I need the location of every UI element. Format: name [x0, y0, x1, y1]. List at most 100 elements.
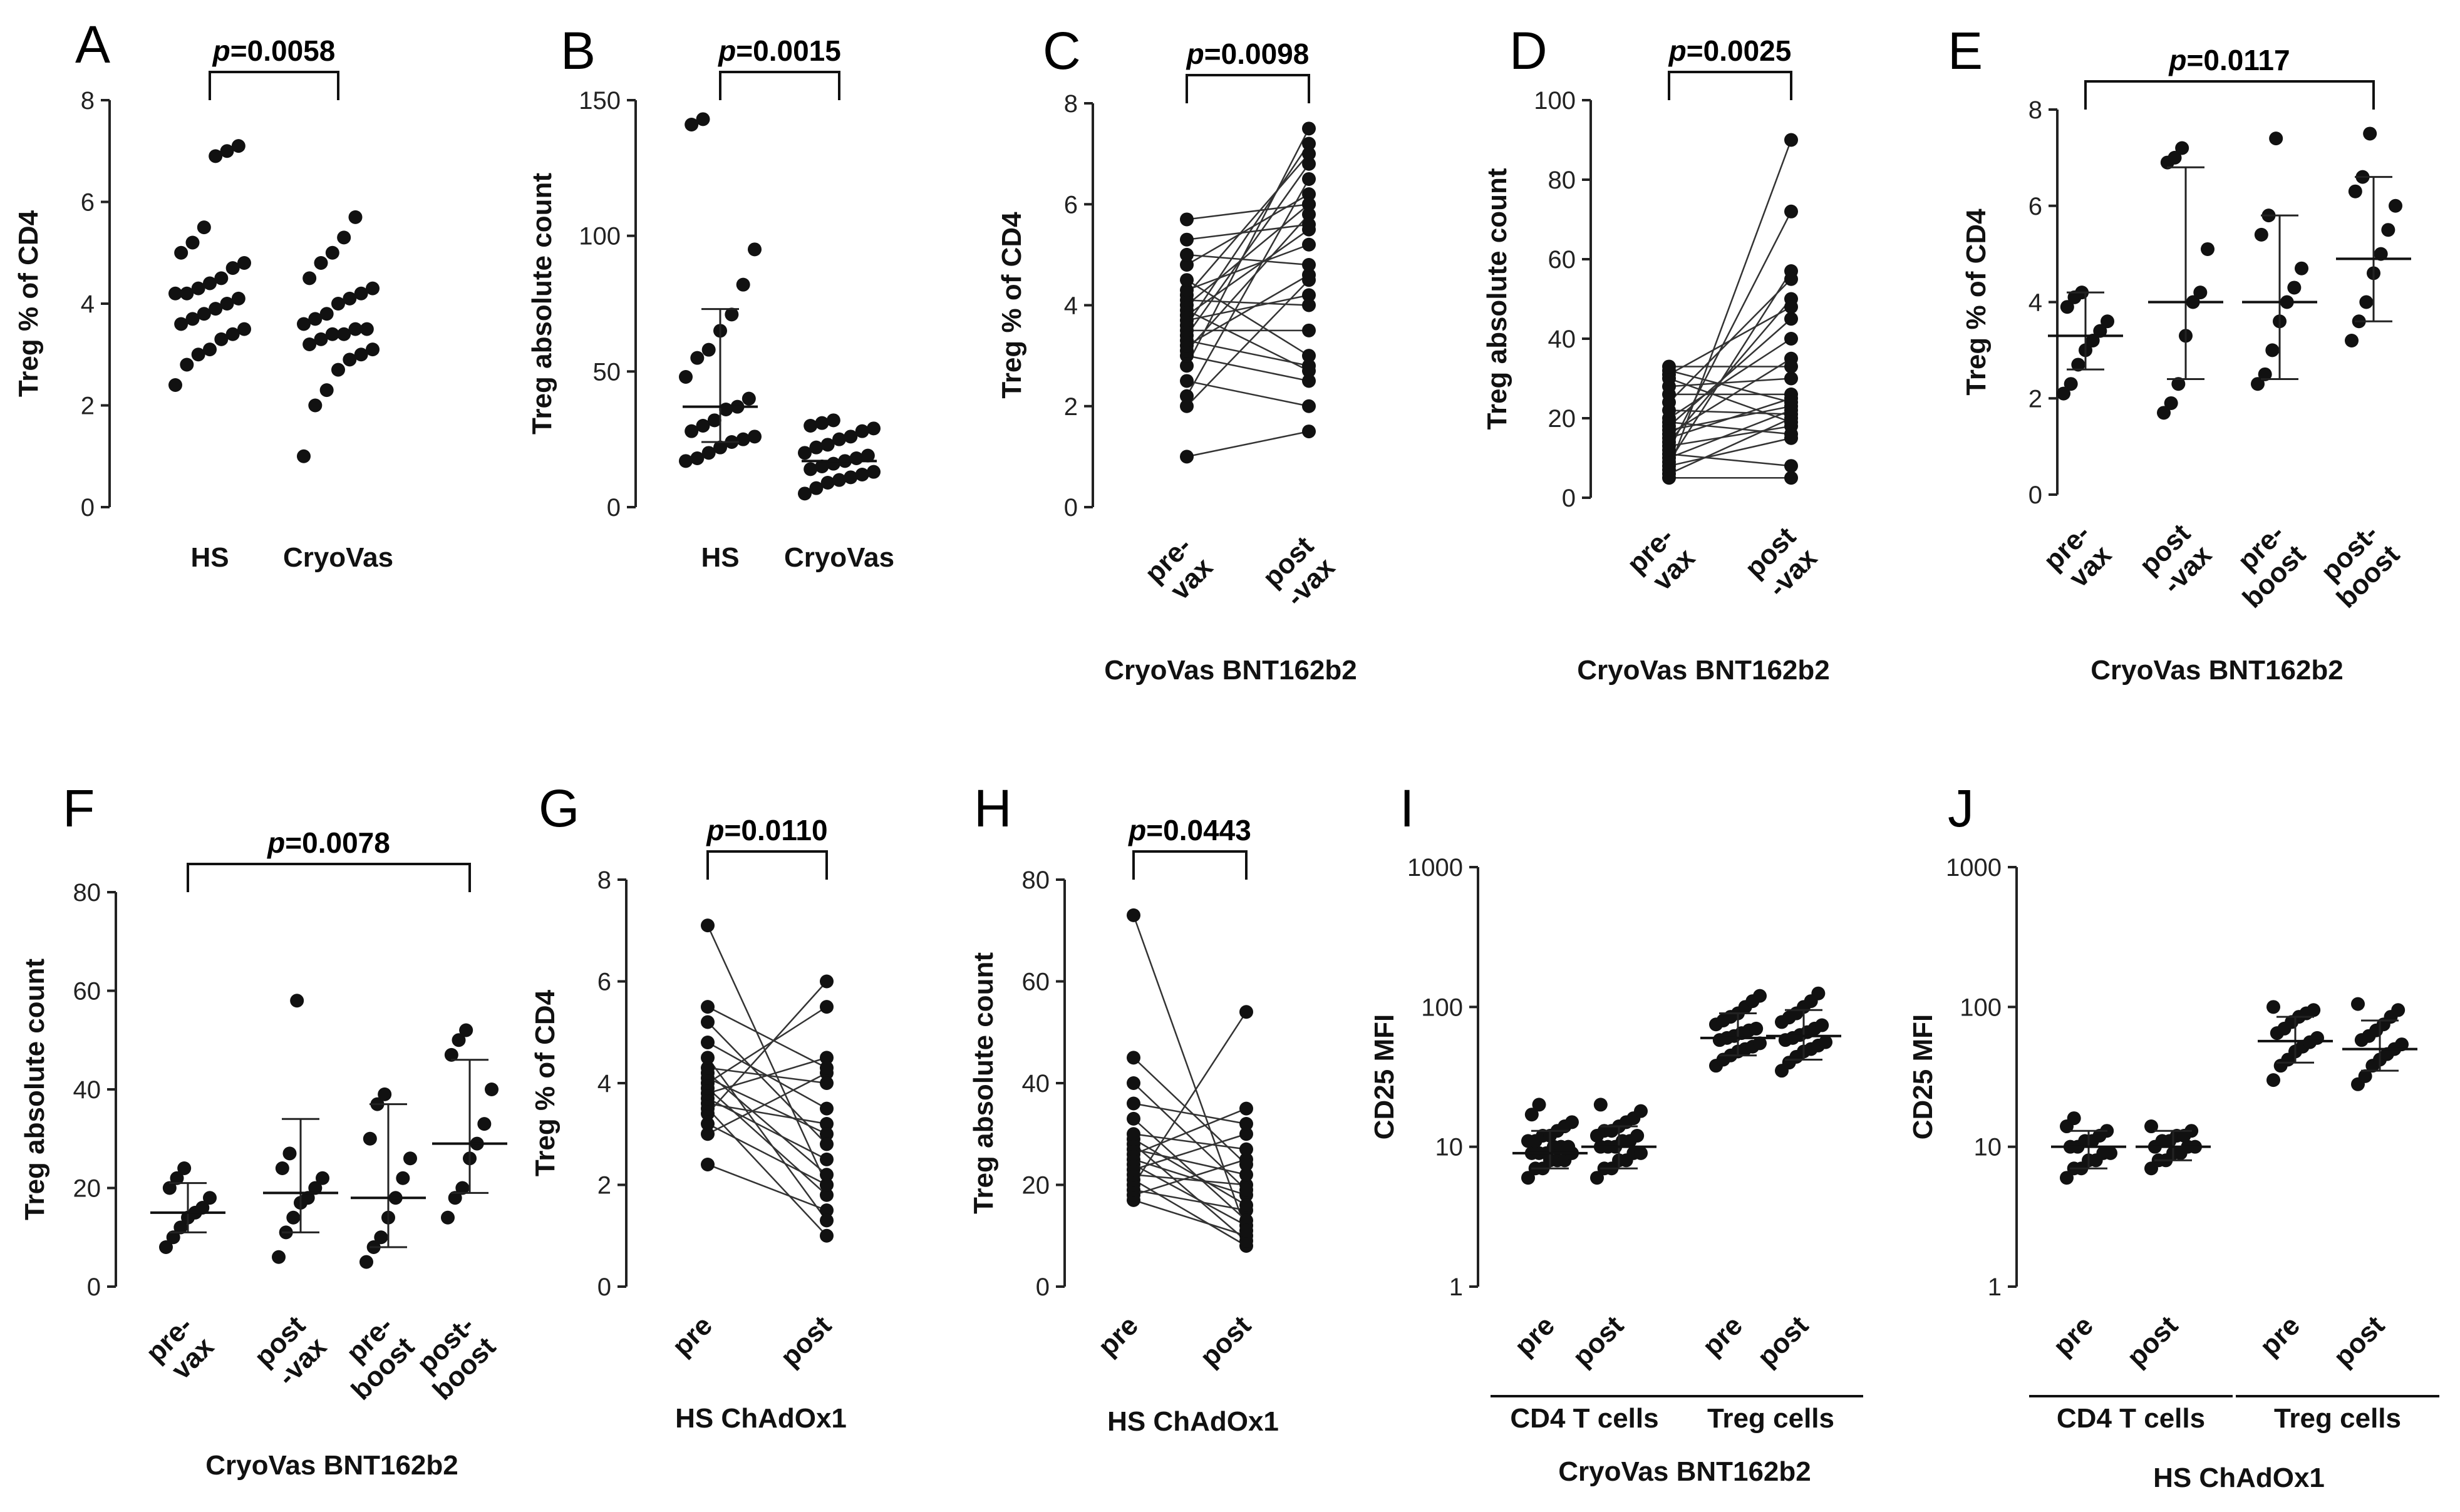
- data-point: [820, 1213, 834, 1228]
- data-point: [485, 1083, 499, 1096]
- data-point: [1239, 1127, 1253, 1141]
- y-tick-label: 10: [1435, 1134, 1464, 1161]
- paired-line: [1186, 224, 1310, 240]
- data-point: [820, 1127, 834, 1141]
- data-point: [197, 307, 211, 321]
- data-point: [1180, 258, 1194, 272]
- data-point: [209, 302, 223, 316]
- data-point: [1180, 374, 1194, 388]
- data-point: [820, 1178, 834, 1192]
- paired-line: [707, 1163, 827, 1211]
- data-point: [1127, 1076, 1140, 1090]
- data-point: [302, 271, 317, 285]
- y-tick-label: 0: [1036, 1273, 1050, 1301]
- data-point: [1180, 212, 1194, 227]
- paired-line: [1133, 1179, 1247, 1247]
- data-point: [2067, 1111, 2081, 1126]
- panel-caption: CryoVas BNT162b2: [1104, 655, 1357, 686]
- p-value-number: =0.0058: [230, 34, 336, 67]
- paired-line: [1668, 437, 1792, 467]
- data-point: [820, 1051, 834, 1065]
- data-point: [2201, 242, 2215, 256]
- data-point: [314, 256, 328, 270]
- x-category-label: post: [2328, 1310, 2391, 1373]
- data-point: [168, 286, 182, 301]
- data-point: [195, 1201, 210, 1215]
- data-point: [1753, 1036, 1767, 1051]
- data-point: [815, 416, 829, 430]
- x-category-label: pre-vax: [1621, 521, 1702, 601]
- y-tick-label: 0: [1064, 494, 1078, 522]
- paired-line: [1186, 294, 1310, 321]
- y-tick-label: 2: [2028, 385, 2042, 413]
- y-tick-label: 100: [1960, 994, 2002, 1021]
- y-axis-title: Treg % of CD4: [1961, 208, 1992, 396]
- data-point: [685, 424, 699, 438]
- data-point: [448, 1191, 462, 1205]
- data-point: [331, 297, 345, 311]
- significance-bracket: [706, 850, 828, 880]
- x-category-label-line: post: [2328, 1310, 2391, 1373]
- y-axis-title: Treg absolute count: [968, 952, 999, 1214]
- data-point: [403, 1151, 417, 1166]
- panel-g: G 0 2 4 6 8 Treg % of CD4 pre post p=0.0110 HS ChA…: [530, 779, 847, 1434]
- panel-f: F 0 20 40 60 80 Treg absolute count pre-vax post…: [19, 779, 507, 1481]
- y-tick-label: 4: [81, 291, 95, 318]
- x-category-label: HS: [190, 542, 229, 573]
- data-point: [166, 1230, 180, 1245]
- data-point: [359, 1255, 373, 1269]
- paired-line: [1186, 163, 1310, 336]
- y-axis-title: CD25 MFI: [1908, 1014, 1938, 1139]
- panel-letter: G: [539, 779, 579, 838]
- data-point: [1127, 908, 1140, 922]
- y-tick-label: 150: [579, 87, 621, 115]
- p-value-number: =0.0015: [736, 34, 841, 67]
- data-point: [374, 1230, 388, 1245]
- data-point: [348, 210, 363, 224]
- x-category-label: HS: [701, 542, 739, 573]
- data-point: [2359, 295, 2374, 309]
- x-category-label-line: pre: [1092, 1310, 1144, 1362]
- significance-bracket: [1132, 850, 1248, 880]
- x-category-label: post: [1567, 1310, 1630, 1373]
- data-point: [1180, 273, 1194, 287]
- data-point: [701, 1127, 715, 1141]
- y-tick-label: 6: [597, 969, 611, 996]
- panel-caption: CryoVas BNT162b2: [1558, 1456, 1811, 1487]
- data-point: [319, 307, 334, 321]
- data-point: [220, 297, 234, 311]
- x-category-label: post-boost: [406, 1310, 502, 1406]
- data-point: [1180, 283, 1194, 297]
- data-point: [225, 327, 240, 341]
- data-point: [203, 276, 217, 291]
- p-value-symbol: p: [2168, 44, 2186, 76]
- data-point: [1127, 1127, 1140, 1141]
- data-point: [820, 1203, 834, 1218]
- data-point: [867, 465, 881, 479]
- data-point: [209, 149, 223, 163]
- panel-b: B 0 50 100 150 Treg absolute count HS CryoVas p=…: [527, 21, 894, 573]
- data-point: [701, 1051, 715, 1065]
- x-category-label: pre-boost: [2216, 518, 2312, 614]
- data-point: [354, 286, 368, 301]
- x-category-label: post: [2121, 1310, 2184, 1373]
- data-point: [1561, 1139, 1576, 1154]
- data-point: [736, 277, 750, 292]
- p-value-number: =0.0098: [1204, 38, 1310, 70]
- p-value: p=0.0110: [705, 814, 827, 846]
- data-point: [826, 456, 840, 471]
- y-tick-label: 1: [1449, 1273, 1463, 1301]
- data-point: [1811, 986, 1826, 1000]
- data-point: [185, 312, 200, 326]
- y-tick-label: 60: [1548, 246, 1576, 274]
- paired-line: [1186, 354, 1310, 382]
- data-point: [272, 1250, 286, 1264]
- subgroup-label: CD4 T cells: [1510, 1403, 1658, 1434]
- data-point: [2193, 285, 2208, 300]
- data-point: [1127, 1096, 1140, 1111]
- panel-a: A 0 2 4 6 8 Treg % of CD4 HS CryoVas p=0.0058: [13, 15, 393, 573]
- data-point: [173, 1220, 188, 1235]
- data-point: [1524, 1108, 1539, 1122]
- data-point: [343, 291, 357, 306]
- data-point: [308, 1181, 323, 1195]
